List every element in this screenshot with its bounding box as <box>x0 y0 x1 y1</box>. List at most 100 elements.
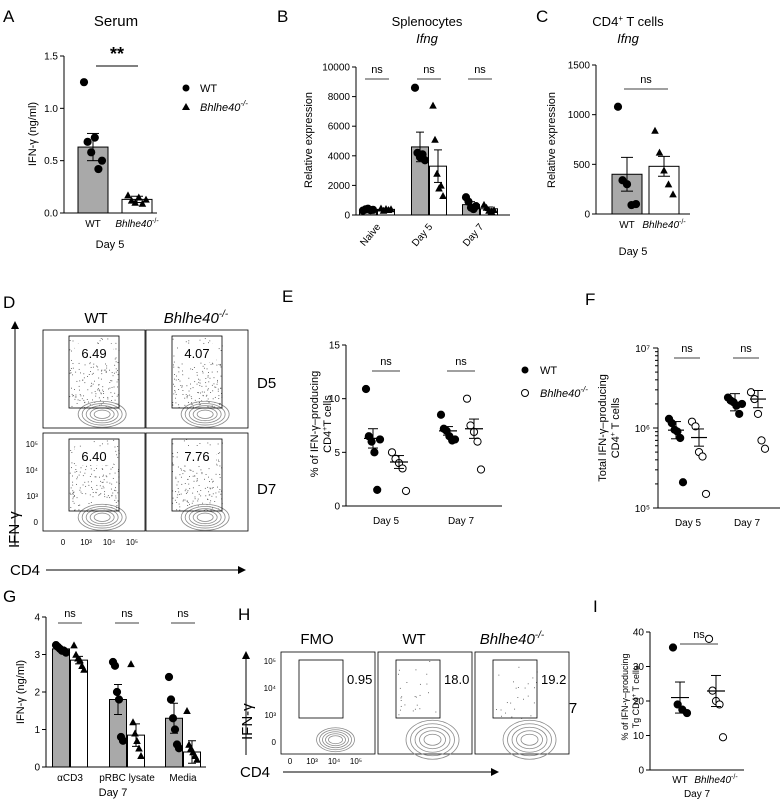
panel-d-plot-1-event <box>88 374 90 375</box>
panel-b-sig-label: ns <box>371 64 383 76</box>
panel-d-plot-2-event <box>220 366 222 368</box>
panel-d-plot-4-event <box>181 469 183 471</box>
panel-d-plot-3-event <box>84 472 86 474</box>
panel-d-plot-2-event <box>219 364 221 366</box>
panel-d-plot-1-event <box>83 399 85 401</box>
panel-b-y-tick-label: 10000 <box>322 63 350 74</box>
panel-d-plot-1-contour <box>93 409 111 419</box>
panel-d-plot-1-event <box>105 406 107 407</box>
panel-d-plot-3-event <box>72 496 74 498</box>
panel-d-plot-3-event <box>72 493 74 495</box>
panel-c-point-wt <box>613 102 623 111</box>
panel-d-plot-1-event <box>89 363 91 365</box>
panel-d-plot-3-event <box>79 471 81 473</box>
panel-d-plot-1-event <box>71 359 72 361</box>
panel-d-plot-2-event <box>184 397 186 399</box>
panel-a-x-tick-label: WT <box>85 219 101 230</box>
panel-d-plot-2-event <box>173 393 175 395</box>
panel-d-plot-3-event <box>117 446 119 447</box>
panel-d-plot-3-event <box>79 487 81 489</box>
panel-d-plot-3-event <box>90 464 92 466</box>
panel-d-plot-2-event <box>204 364 206 366</box>
panel-d-plot-3-event <box>82 484 84 486</box>
panel-i-x-tick-label: Bhlhe40-/- <box>694 774 738 786</box>
panel-d-plot-1-event <box>117 374 119 376</box>
panel-d-plot-3-event <box>73 502 75 504</box>
panel-h-plot-2-event <box>419 683 421 685</box>
panel-d-plot-3-event <box>74 495 75 497</box>
panel-d-plot-3-event <box>103 479 105 481</box>
panel-b-point-ko <box>437 181 445 189</box>
panel-c-title-line1: CD4+ T cells <box>592 14 664 29</box>
panel-d-plot-4-gate-label-bg <box>178 447 216 465</box>
panel-d-plot-2-event <box>174 378 175 380</box>
panel-d-plot-1-event <box>94 391 96 393</box>
panel-d-plot-2-event <box>211 362 213 364</box>
panel-d-plot-1-event <box>78 389 80 391</box>
panel-h-col-ko: Bhlhe40-/- <box>480 630 545 648</box>
panel-d-plot-4-event <box>192 487 194 489</box>
panel-d-plot-3-event <box>115 490 117 492</box>
panel-d-plot-4-event <box>172 462 174 464</box>
panel-d-plot-4-event <box>189 476 190 478</box>
panel-h-plot-3-event <box>533 702 535 704</box>
panel-f-sig-label: ns <box>681 343 693 355</box>
panel-d-plot-2-event <box>208 372 209 373</box>
panel-d-plot-1-event <box>91 382 92 384</box>
panel-d-ylabel: IFN-γ <box>6 511 23 548</box>
panel-d-plot-2-event <box>197 378 199 380</box>
panel-d-plot-2-event <box>210 364 212 366</box>
panel-d-plot-3-event <box>105 475 107 477</box>
panel-h-plot-3-event <box>505 712 506 714</box>
panel-d-plot-1-event <box>75 371 77 373</box>
panel-i-y-tick-label: 40 <box>633 628 645 639</box>
panel-d-plot-1-event <box>91 385 93 387</box>
panel-d-plot-2-event <box>188 377 190 379</box>
panel-d-plot-4-event <box>192 475 194 477</box>
panel-e-point-ko <box>462 394 472 403</box>
panel-d-plot-4-event <box>220 493 222 495</box>
panel-d-y-tick-label: 0 <box>34 518 39 527</box>
panel-d-plot-1-event <box>101 369 103 371</box>
panel-i-point-ko <box>704 634 714 644</box>
panel-d-plot-3-event <box>70 449 72 451</box>
panel-d-plot-2-event <box>199 382 201 384</box>
panel-d-plot-2-gate-value: 4.07 <box>184 346 209 361</box>
panel-d-plot-4-event <box>218 459 219 461</box>
panel-h-xlabel: CD4 <box>240 764 270 781</box>
panel-g-bar-ko <box>70 659 88 768</box>
panel-d-plot-2: 4.07 <box>145 329 249 429</box>
panel-d-plot-3-event <box>72 492 74 494</box>
panel-c-sig-label: ns <box>640 74 652 86</box>
panel-d-plot-4-event <box>182 473 184 475</box>
panel-d-plot-2-event <box>198 404 200 406</box>
panel-d-plot-4-event <box>201 473 203 475</box>
panel-d-plot-1-event <box>71 350 73 352</box>
panel-d-plot-3-event <box>72 500 74 502</box>
panel-d-plot-3-event <box>107 495 109 497</box>
panel-h-plot-3-event <box>517 687 519 688</box>
panel-d-plot-3-event <box>104 496 106 498</box>
panel-d-x-tick-label: 0 <box>61 538 66 547</box>
panel-d-plot-3-event <box>99 476 100 478</box>
panel-d-plot-2-event <box>184 404 186 406</box>
panel-d-plot-4-event <box>172 490 174 492</box>
panel-d-plot-3-event <box>91 487 93 489</box>
panel-d-plot-3-event <box>91 481 92 483</box>
panel-d-plot-3-event <box>113 464 115 465</box>
panel-h-plot-3-contour <box>516 730 543 750</box>
panel-f-point-ko <box>691 422 700 431</box>
legend-e-wt-label: WT <box>540 365 557 377</box>
panel-d-plot-4-event <box>183 470 185 472</box>
panel-d-plot-1-event <box>109 369 111 371</box>
panel-g-bar-wt <box>52 648 70 768</box>
panel-d-plot-2-event <box>181 385 183 387</box>
panel-a-y-tick-label: 0.5 <box>44 156 58 167</box>
panel-d-plot-2-event <box>207 376 209 378</box>
panel-e-point-ko <box>387 448 397 457</box>
panel-d-plot-4-event <box>172 464 174 466</box>
panel-d-plot-4-event <box>172 452 174 454</box>
panel-g-point-ko <box>137 751 145 759</box>
panel-d-plot-2-event <box>190 368 192 370</box>
panel-i-x-tick-label: WT <box>672 775 688 786</box>
